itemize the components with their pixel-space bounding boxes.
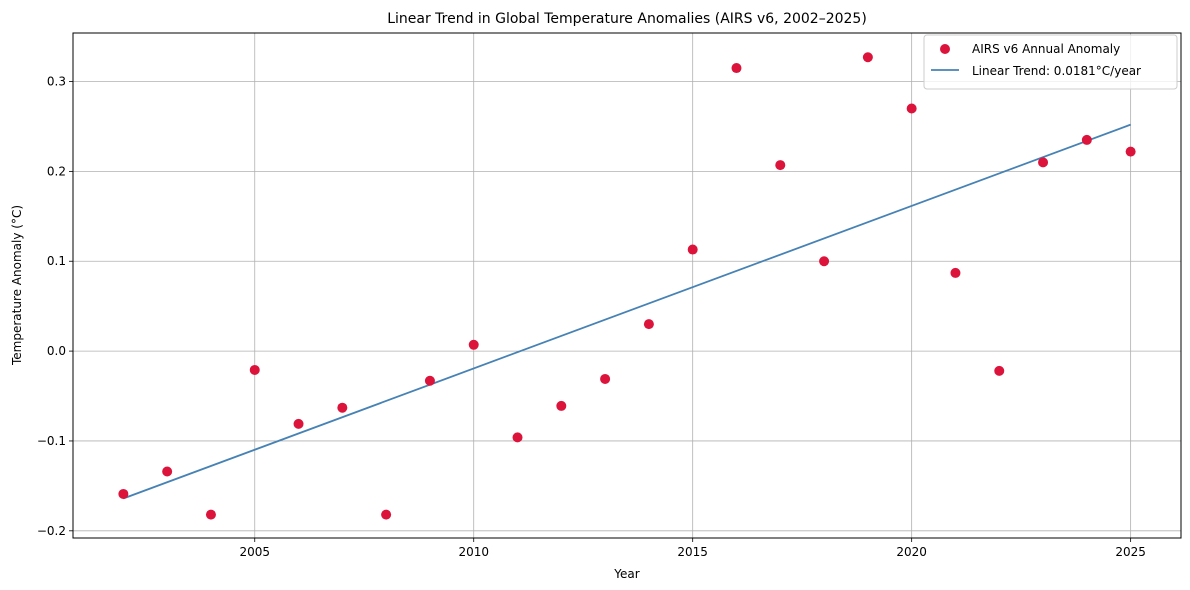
y-tick-label: 0.1 [47, 254, 66, 268]
data-point [468, 339, 479, 350]
legend-label-line: Linear Trend: 0.0181°C/year [972, 64, 1141, 78]
data-point [337, 402, 348, 413]
trend-line-series [123, 123, 1131, 500]
data-point [862, 52, 873, 63]
x-tick-label: 2010 [458, 545, 489, 559]
x-tick-label: 2020 [896, 545, 927, 559]
y-tick-label: −0.1 [37, 434, 66, 448]
data-point [1081, 134, 1092, 145]
data-point [512, 432, 523, 443]
data-point [643, 319, 654, 330]
data-point [249, 364, 260, 375]
grid [73, 33, 1181, 538]
plot-frame [72, 32, 1182, 539]
y-tick-label: 0.3 [47, 75, 66, 89]
legend-marker-scatter [940, 44, 950, 54]
chart-title: Linear Trend in Global Temperature Anoma… [387, 11, 867, 27]
scatter-series [118, 52, 1136, 520]
data-point [731, 63, 742, 74]
legend-label-scatter: AIRS v6 Annual Anomaly [972, 42, 1120, 56]
data-point [819, 256, 830, 267]
y-axis-label: Temperature Anomaly (°C) [10, 205, 24, 366]
data-point [118, 488, 129, 499]
data-point [687, 244, 698, 255]
y-tick-label: 0.0 [47, 344, 66, 358]
data-point [1038, 157, 1049, 168]
data-point [950, 267, 961, 278]
data-point [775, 160, 786, 171]
data-point [381, 509, 392, 520]
x-axis-label: Year [613, 567, 639, 581]
data-point [600, 373, 611, 384]
x-tick-label: 2005 [239, 545, 270, 559]
legend: AIRS v6 Annual Anomaly Linear Trend: 0.0… [923, 34, 1178, 90]
trend-line [123, 123, 1131, 500]
data-point [162, 466, 173, 477]
y-tick-label: −0.2 [37, 524, 66, 538]
x-axis-ticks: 2005 2010 2015 2020 2025 [239, 538, 1146, 559]
data-point [424, 375, 435, 386]
data-point [556, 400, 567, 411]
data-point [205, 509, 216, 520]
data-point [1125, 146, 1136, 157]
data-point [293, 418, 304, 429]
x-tick-label: 2025 [1115, 545, 1146, 559]
data-point [994, 365, 1005, 376]
x-tick-label: 2015 [677, 545, 708, 559]
legend-box [923, 34, 1178, 90]
data-point [906, 103, 917, 114]
y-axis-ticks: −0.2 −0.1 0.0 0.1 0.2 0.3 [37, 75, 73, 538]
y-tick-label: 0.2 [47, 164, 66, 178]
